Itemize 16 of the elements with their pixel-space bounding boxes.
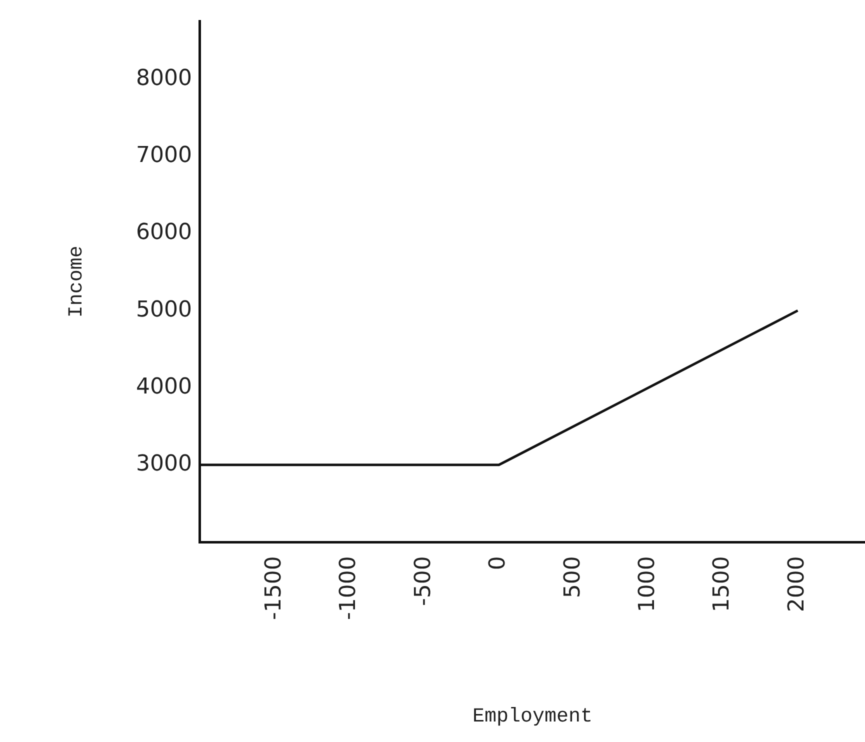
y-tick-label: 8000 xyxy=(136,66,192,91)
y-tick-label: 3000 xyxy=(136,452,192,477)
x-tick-label: 0 xyxy=(486,556,511,570)
y-tick-label: 6000 xyxy=(136,220,192,246)
x-tick-label: -1500 xyxy=(261,556,286,620)
x-tick-label: -500 xyxy=(410,556,436,606)
y-tick-label: 7000 xyxy=(136,142,192,168)
y-tick-label: 5000 xyxy=(136,297,192,322)
y-axis-title: Income xyxy=(65,246,88,318)
x-tick-label: 1500 xyxy=(710,556,735,612)
x-tick-label: 1000 xyxy=(635,556,660,612)
x-tick-label: 2000 xyxy=(784,556,810,612)
y-tick-label: 4000 xyxy=(136,374,192,400)
x-tick-label: -1000 xyxy=(336,556,362,620)
x-axis-title: Employment xyxy=(472,705,593,728)
x-tick-label: 500 xyxy=(560,556,586,598)
